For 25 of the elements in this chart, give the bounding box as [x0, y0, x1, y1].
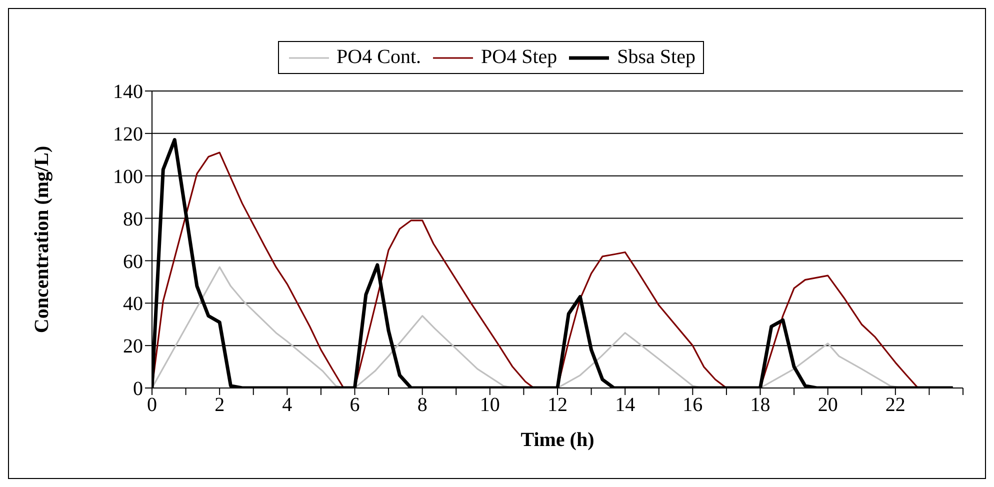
x-tick-label: 2 — [214, 394, 225, 416]
y-axis-title: Concentration (mg/L) — [31, 146, 54, 334]
y-tick-label: 20 — [123, 336, 143, 358]
x-tick-label: 4 — [282, 394, 292, 416]
y-tick-label: 60 — [123, 250, 143, 273]
legend-label: PO4 Cont. — [336, 46, 421, 69]
y-tick-label: 100 — [113, 166, 143, 188]
x-tick-label: 12 — [548, 394, 568, 416]
x-tick-label: 22 — [885, 394, 906, 416]
x-axis-title: Time (h) — [520, 429, 594, 451]
x-tick-label: 10 — [480, 394, 500, 416]
x-tick-label: 14 — [615, 394, 636, 416]
y-tick-label: 40 — [123, 293, 143, 316]
y-tick-label: 140 — [113, 81, 143, 104]
x-tick-label: 0 — [147, 394, 157, 416]
y-tick-label: 0 — [133, 378, 143, 400]
x-tick-label: 16 — [682, 394, 703, 416]
y-tick-label: 120 — [113, 124, 143, 146]
legend-label: PO4 Step — [481, 46, 558, 69]
x-tick-label: 18 — [750, 394, 770, 416]
legend-label: Sbsa Step — [617, 46, 696, 69]
x-tick-label: 8 — [417, 394, 428, 416]
x-tick-label: 20 — [818, 394, 838, 416]
y-tick-label: 80 — [123, 208, 143, 230]
x-tick-label: 6 — [350, 394, 360, 416]
